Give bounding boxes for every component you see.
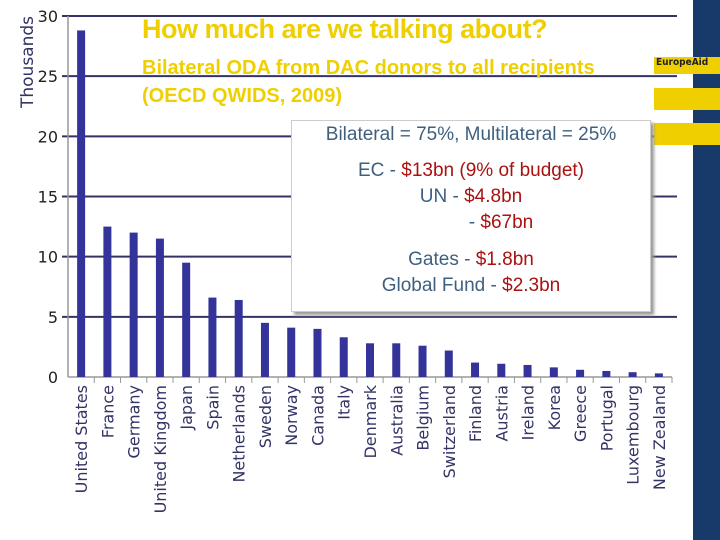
x-tick-label: Austria (492, 385, 511, 442)
bar-netherlands (234, 299, 243, 377)
x-tick-label: Finland (466, 385, 485, 442)
x-tick-label: Norway (282, 385, 301, 446)
bar-sweden (260, 322, 269, 377)
annotation-box: Bilateral = 75%, Multilateral = 25% EC -… (291, 120, 651, 312)
x-tick-label: Portugal (597, 385, 616, 451)
bar-australia (392, 343, 401, 377)
x-tick-label: Sweden (256, 385, 275, 448)
x-tick-label: France (98, 385, 117, 438)
bar-italy (339, 337, 348, 377)
bar-france (103, 226, 112, 377)
y-tick-label: 10 (38, 248, 58, 267)
y-axis-label: Thousands (18, 16, 38, 109)
x-tick-label: Australia (387, 385, 406, 456)
x-tick-label: Germany (125, 385, 144, 459)
x-tick-label: New Zealand (650, 385, 669, 490)
x-tick-label: Luxembourg (624, 385, 643, 485)
bar-spain (208, 297, 217, 377)
y-tick-label: 25 (38, 67, 58, 86)
other-line: - $67bn (468, 212, 534, 233)
bar-austria (497, 363, 506, 377)
x-tick-label: United States (72, 385, 91, 493)
bar-canada (313, 328, 322, 377)
x-tick-label: Netherlands (230, 385, 249, 483)
x-tick-label: Ireland (519, 385, 538, 440)
bar-finland (471, 362, 480, 377)
bar-ireland (523, 364, 532, 377)
bar-greece (576, 369, 585, 377)
side-band (693, 0, 720, 540)
bar-belgium (418, 345, 427, 377)
brand-label: EuropeAid (656, 57, 709, 68)
x-tick-label: Japan (177, 385, 196, 431)
bar-switzerland (444, 350, 453, 377)
split-text: Bilateral = 75%, Multilateral = 25% (325, 124, 617, 145)
bar-denmark (366, 343, 374, 377)
x-tick-label: Greece (571, 385, 590, 442)
bar-germany (129, 232, 138, 377)
bar-united-states (77, 30, 86, 377)
decor-stripe (654, 88, 720, 110)
y-tick-label: 5 (48, 308, 58, 327)
page-title: How much are we talking about? (142, 14, 548, 44)
bar-portugal (602, 370, 611, 377)
bar-korea (549, 367, 558, 377)
y-tick-label: 30 (38, 7, 58, 26)
gates-line: Gates - $1.8bn (408, 249, 534, 270)
subtitle-line: (OECD QWIDS, 2009) (142, 85, 343, 107)
subtitle: Bilateral ODA from DAC donors to all rec… (142, 54, 595, 110)
y-tick-label: 20 (38, 127, 58, 146)
x-tick-label: Italy (335, 385, 354, 420)
bar-norway (287, 327, 296, 377)
bar-new-zealand (654, 373, 663, 377)
un-line: UN - $4.8bn (419, 186, 523, 207)
ec-line: EC - $13bn (9% of budget) (357, 160, 585, 181)
decor-stripe (654, 123, 720, 145)
x-tick-label: Korea (545, 385, 564, 430)
y-tick-label: 0 (48, 368, 58, 387)
subtitle-line: Bilateral ODA from DAC donors to all rec… (142, 57, 595, 79)
x-tick-label: Denmark (361, 384, 380, 458)
x-tick-label: United Kingdom (151, 385, 170, 513)
x-tick-label: Belgium (414, 385, 433, 451)
brand-stripe (654, 57, 720, 74)
global-fund-line: Global Fund - $2.3bn (381, 275, 561, 296)
bar-luxembourg (628, 372, 637, 377)
bar-japan (182, 262, 191, 377)
x-tick-label: Spain (203, 385, 222, 430)
y-tick-label: 15 (38, 188, 58, 207)
bar-united-kingdom (155, 238, 164, 377)
x-tick-label: Switzerland (440, 385, 459, 478)
x-tick-label: Canada (308, 385, 327, 446)
